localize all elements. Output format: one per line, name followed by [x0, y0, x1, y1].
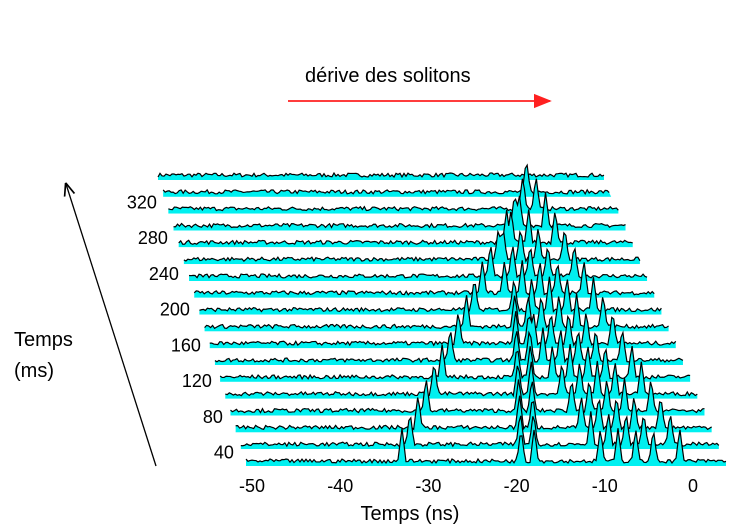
y-tick-label: 280	[138, 228, 168, 248]
trace-line	[219, 343, 691, 381]
trace-gap	[163, 196, 612, 200]
trace-line	[178, 209, 633, 246]
x-axis-label: Temps (ns)	[361, 503, 460, 525]
x-tick-label: 0	[688, 476, 698, 496]
trace-line	[173, 192, 626, 229]
trace-stack	[157, 163, 727, 469]
y-tick-label: 200	[160, 300, 190, 320]
trace-line	[204, 293, 669, 330]
trace-line	[199, 276, 662, 313]
trace-gap	[225, 398, 698, 402]
trace-gap	[246, 466, 726, 469]
y-axis-label-line1: Temps	[14, 329, 73, 351]
trace-gap	[158, 180, 604, 183]
y-tick-label: 80	[203, 407, 223, 427]
trace-gap	[168, 213, 619, 217]
trace-gap	[204, 331, 669, 335]
trace-fill	[214, 327, 683, 366]
x-tick-label: -50	[239, 476, 265, 496]
x-tick-label: -40	[327, 476, 353, 496]
trace-line	[240, 411, 720, 448]
trace-gap	[230, 415, 705, 419]
trace-line	[235, 395, 712, 431]
trace-gap	[214, 365, 683, 369]
trace-gap	[240, 449, 719, 453]
trace-line	[230, 378, 705, 414]
x-tick-label: -10	[592, 476, 618, 496]
trace-gap	[220, 381, 691, 385]
trace-fill	[209, 311, 676, 349]
trace-fill	[189, 246, 648, 281]
trace-gap	[189, 280, 648, 284]
trace-fill	[220, 344, 691, 382]
y-tick-label: 160	[171, 335, 201, 355]
y-tick-label: 120	[182, 371, 212, 391]
annotation-label: dérive des solitons	[305, 65, 471, 87]
y-tick-label: 40	[214, 443, 234, 463]
time-axis-arrow	[66, 184, 157, 467]
trace-fill	[204, 293, 669, 332]
trace-fill	[240, 411, 719, 450]
trace-line	[183, 229, 641, 263]
y-tick-label: 320	[127, 192, 157, 212]
trace-gap	[183, 264, 640, 268]
trace-fill	[168, 178, 619, 214]
x-tick-label: -20	[504, 476, 530, 496]
x-tick-label: -30	[415, 476, 441, 496]
trace-line	[188, 246, 648, 279]
trace-gap	[199, 314, 662, 318]
trace-fill	[225, 360, 698, 399]
trace-fill	[235, 395, 712, 433]
trace-gap	[194, 297, 655, 301]
trace-line	[157, 171, 605, 179]
trace-fill	[158, 173, 604, 180]
trace-line	[193, 260, 655, 296]
trace-line	[225, 360, 698, 398]
y-tick-label: 240	[149, 264, 179, 284]
trace-fill	[246, 428, 726, 466]
y-axis-label-line2: (ms)	[14, 360, 54, 382]
trace-line	[245, 428, 727, 465]
